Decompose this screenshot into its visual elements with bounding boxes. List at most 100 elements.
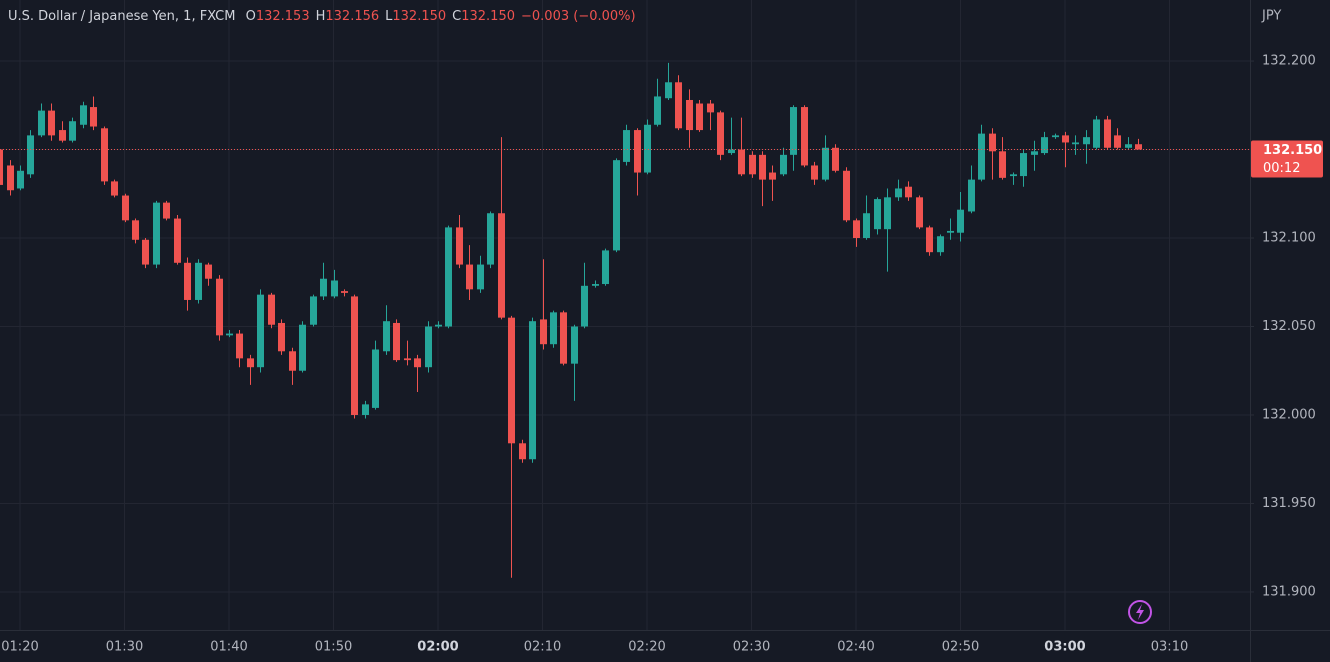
ohlc-value: 132.150 bbox=[392, 9, 447, 24]
candle-body bbox=[456, 227, 463, 265]
candle-body bbox=[7, 165, 14, 191]
x-tick-label: 01:50 bbox=[315, 640, 352, 655]
candle-body bbox=[372, 349, 379, 408]
candle-body bbox=[843, 170, 850, 221]
candle-body bbox=[257, 294, 264, 368]
ohlc-value: 132.153 bbox=[255, 9, 310, 24]
candle-body bbox=[268, 294, 275, 325]
x-tick-label: 02:10 bbox=[524, 640, 561, 655]
candle-body bbox=[1135, 144, 1142, 150]
candle-body bbox=[1072, 142, 1079, 145]
candle-body bbox=[738, 149, 745, 175]
candle-body bbox=[1010, 174, 1017, 177]
y-tick-label: 132.000 bbox=[1262, 407, 1316, 422]
flash-icon[interactable] bbox=[1128, 600, 1152, 624]
candle-body bbox=[142, 239, 149, 265]
candle-body bbox=[696, 103, 703, 131]
candle-body bbox=[884, 197, 891, 230]
x-tick-label: 03:00 bbox=[1044, 640, 1085, 655]
candle-body bbox=[1125, 144, 1132, 148]
candle-body bbox=[17, 170, 24, 189]
last-price-label: 132.150 bbox=[1263, 143, 1322, 158]
candle-body bbox=[331, 280, 338, 297]
candle-body bbox=[675, 82, 682, 129]
candle-body bbox=[132, 220, 139, 240]
currency-label: JPY bbox=[1261, 9, 1281, 24]
candle-body bbox=[508, 317, 515, 444]
candle-body bbox=[163, 202, 170, 219]
x-tick-label: 02:50 bbox=[942, 640, 979, 655]
candle-body bbox=[1041, 137, 1048, 154]
candle-body bbox=[27, 135, 34, 175]
candle-body bbox=[874, 199, 881, 230]
candle-body bbox=[947, 230, 954, 233]
candle-body bbox=[184, 262, 191, 300]
candle-body bbox=[1031, 151, 1038, 155]
x-tick-label: 02:00 bbox=[417, 640, 458, 655]
candle-body bbox=[759, 154, 766, 180]
candle-body bbox=[728, 149, 735, 154]
y-tick-label: 132.100 bbox=[1262, 231, 1316, 246]
candle-body bbox=[445, 227, 452, 327]
candle-body bbox=[592, 284, 599, 286]
candle-body bbox=[59, 130, 66, 141]
candle-body bbox=[665, 82, 672, 99]
candle-body bbox=[174, 218, 181, 263]
candle-body bbox=[310, 296, 317, 325]
x-tick-label: 01:20 bbox=[1, 640, 38, 655]
candle-body bbox=[550, 312, 557, 345]
candle-body bbox=[895, 188, 902, 198]
candle-body bbox=[393, 322, 400, 361]
candle-body bbox=[1093, 119, 1100, 148]
candle-body bbox=[101, 128, 108, 182]
x-tick-label: 01:30 bbox=[106, 640, 143, 655]
candle-body bbox=[383, 321, 390, 352]
candle-body bbox=[749, 154, 756, 175]
candle-body bbox=[0, 149, 3, 185]
symbol: U.S. Dollar / Japanese Yen, 1, FXCM bbox=[8, 9, 236, 24]
ohlc-key: L bbox=[385, 9, 393, 24]
candle-body bbox=[1114, 135, 1121, 148]
candle-body bbox=[634, 130, 641, 173]
candle-body bbox=[811, 165, 818, 180]
candle-body bbox=[644, 124, 651, 173]
x-tick-label: 02:40 bbox=[837, 640, 874, 655]
candle-body bbox=[916, 197, 923, 228]
y-tick-label: 131.950 bbox=[1262, 496, 1316, 511]
last-price-box bbox=[1251, 140, 1323, 178]
candle-body bbox=[299, 324, 306, 371]
y-tick-label: 132.200 bbox=[1262, 54, 1316, 69]
candle-body bbox=[999, 151, 1006, 178]
y-tick-label: 132.050 bbox=[1262, 319, 1316, 334]
flash-circle[interactable] bbox=[1128, 600, 1152, 624]
candle-body bbox=[905, 186, 912, 198]
candle-body bbox=[822, 147, 829, 180]
ohlc-key: C bbox=[452, 9, 462, 24]
candle-body bbox=[48, 110, 55, 136]
candle-body bbox=[780, 154, 787, 175]
flash-bolt[interactable] bbox=[1136, 604, 1144, 620]
candle-body bbox=[195, 262, 202, 300]
candle-body bbox=[466, 264, 473, 290]
candle-body bbox=[1104, 119, 1111, 148]
y-tick-label: 131.900 bbox=[1262, 584, 1316, 599]
candle-body bbox=[613, 160, 620, 251]
candle-body bbox=[414, 358, 421, 368]
candle-body bbox=[560, 312, 567, 364]
candle-body bbox=[602, 250, 609, 285]
candle-body bbox=[957, 209, 964, 233]
candle-body bbox=[205, 264, 212, 279]
candle-body bbox=[853, 220, 860, 239]
candle-body bbox=[320, 278, 327, 297]
candle-body bbox=[435, 324, 442, 327]
candle-body bbox=[581, 285, 588, 327]
x-tick-label: 02:30 bbox=[733, 640, 770, 655]
countdown: 00:12 bbox=[1263, 161, 1300, 176]
ohlc-value: 132.156 bbox=[325, 9, 380, 24]
candle-body bbox=[926, 227, 933, 253]
candle-body bbox=[801, 107, 808, 166]
candle-body bbox=[571, 326, 578, 364]
candle-body bbox=[717, 112, 724, 155]
candle-body bbox=[707, 103, 714, 113]
candle-body bbox=[1020, 153, 1027, 177]
